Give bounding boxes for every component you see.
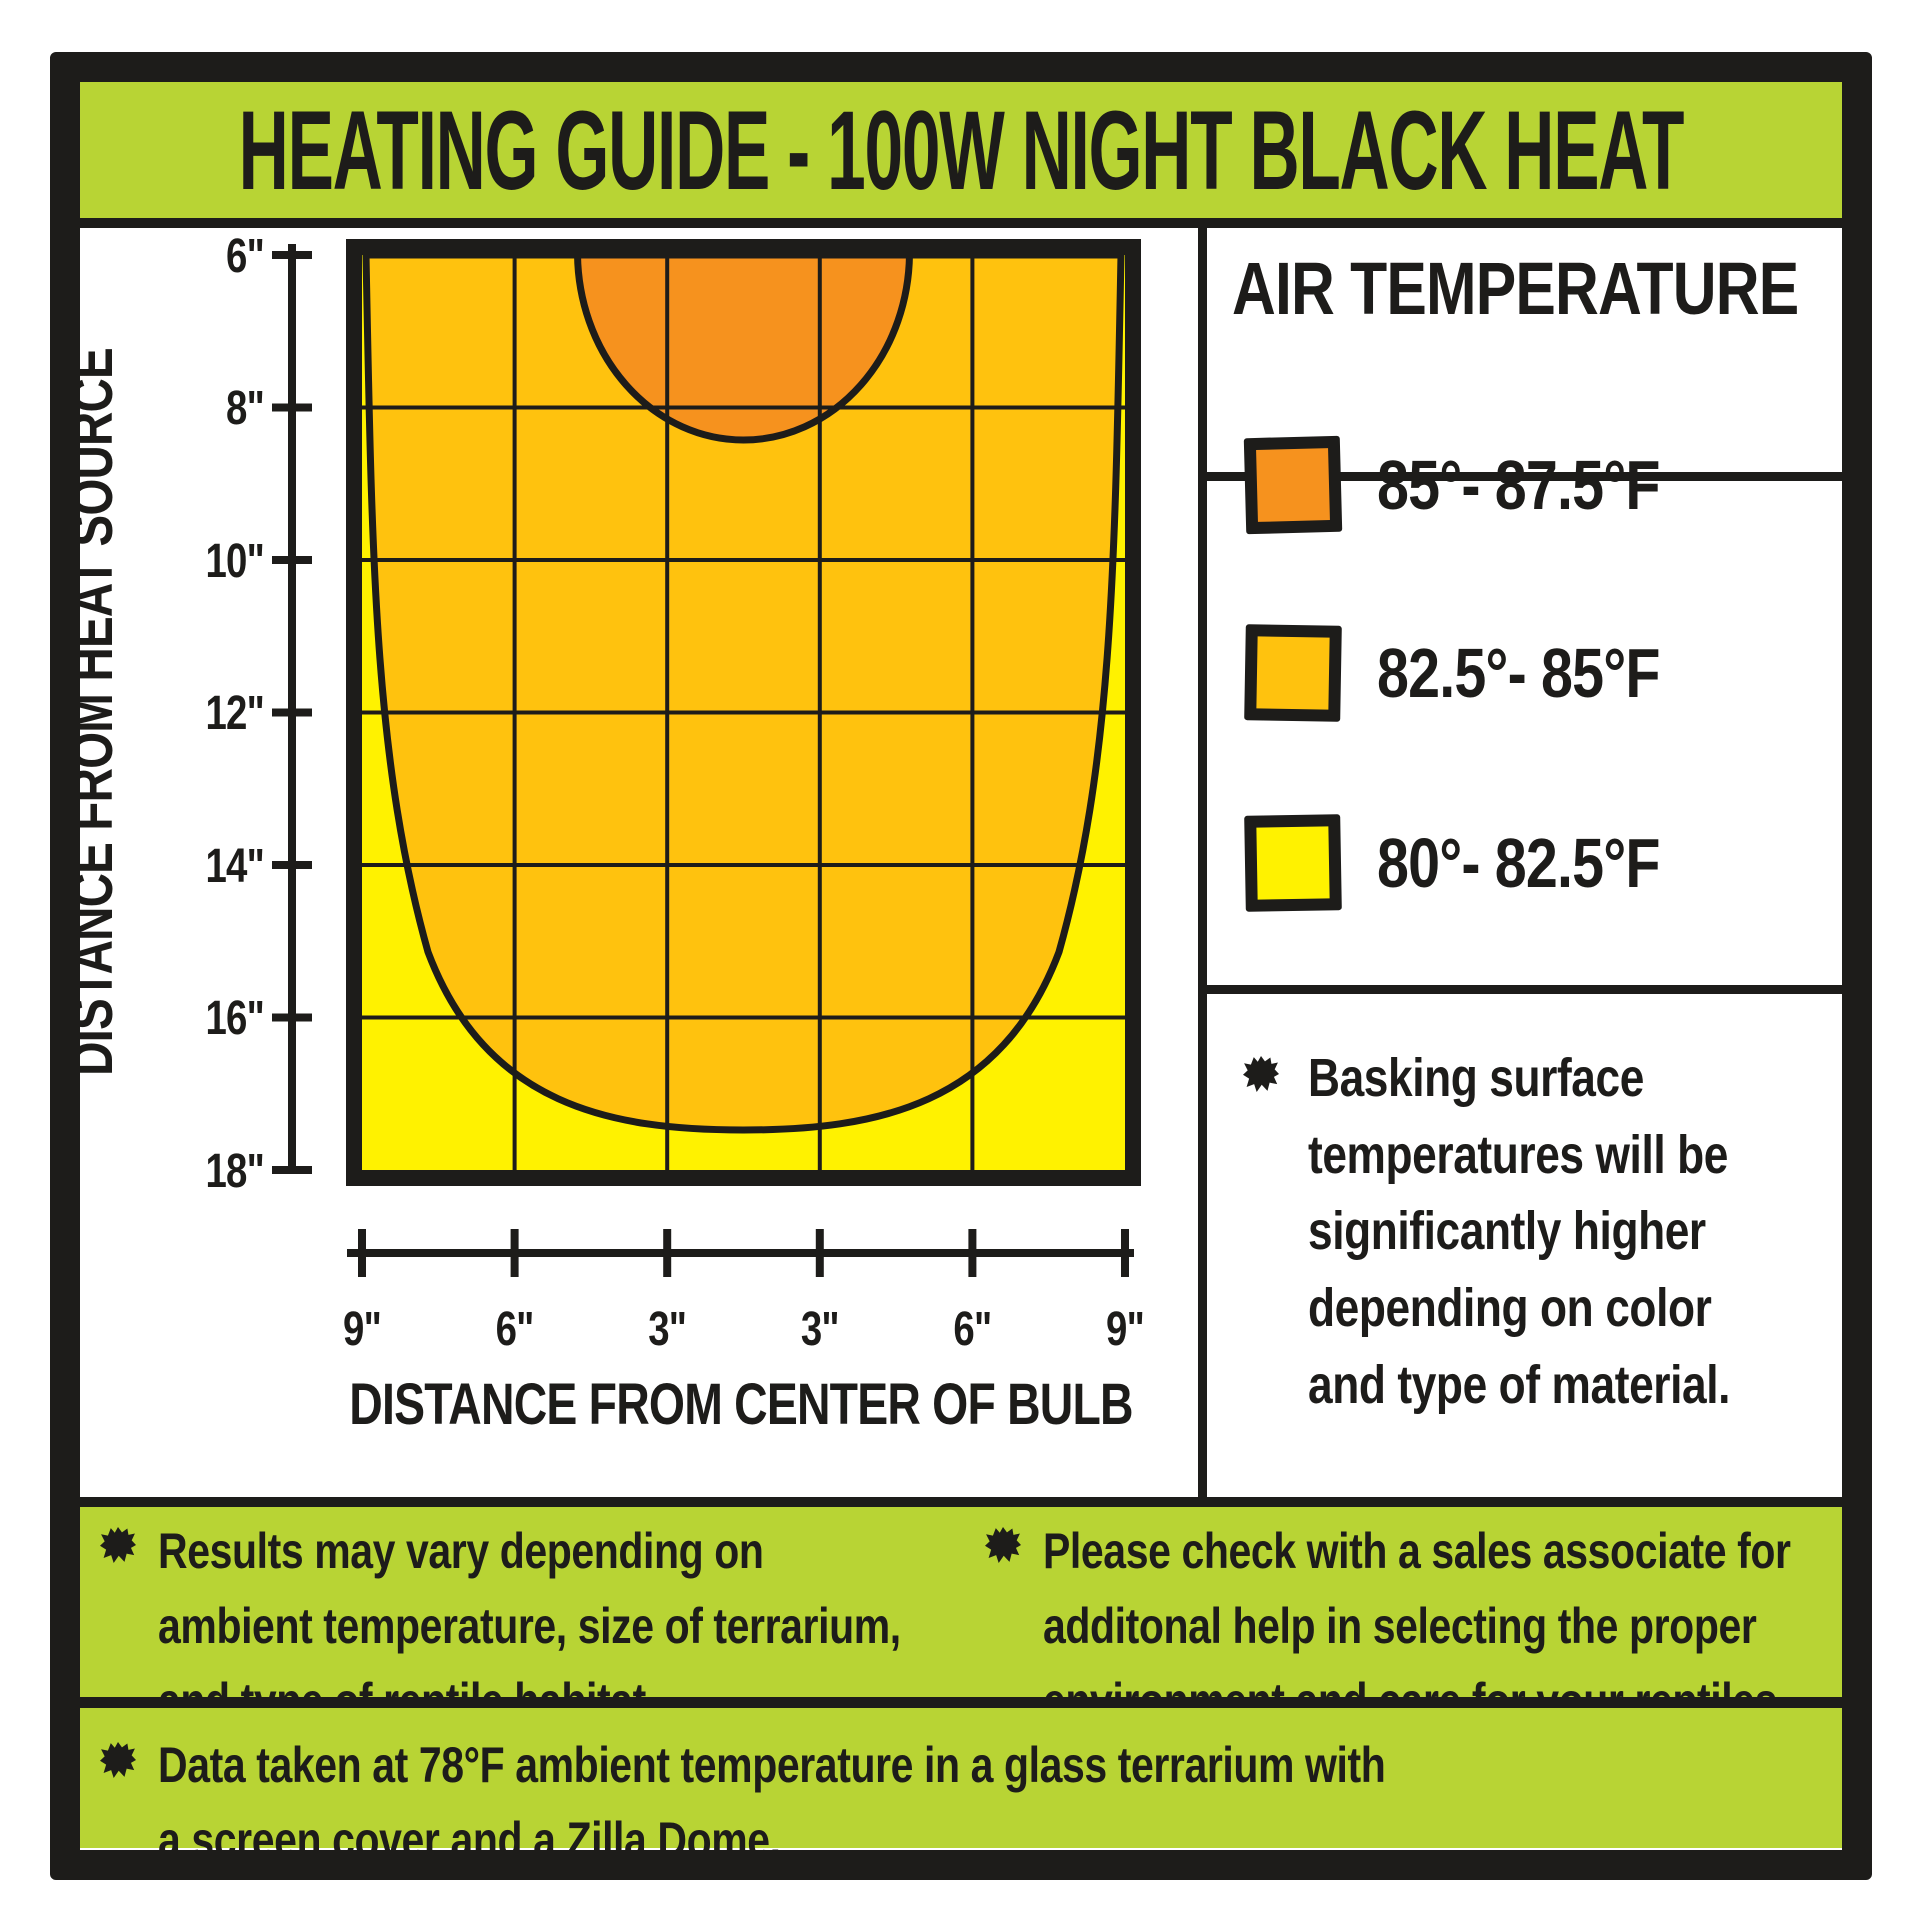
basking-note: Basking surface temperatures will be sig… [1308,1048,1731,1415]
y-tick-label: 6" [226,230,264,283]
legend-title-underline [1206,472,1842,481]
legend-title-text: AIR TEMPERATURE [1232,247,1799,330]
legend-panel-divider [1198,228,1207,1507]
y-axis [272,244,312,1174]
x-tick-label: 3" [648,1303,686,1356]
plot-border [346,239,1141,1186]
x-tick-label: 6" [953,1303,991,1356]
y-tick-label: 8" [226,382,264,435]
grid-lines [362,255,1125,1170]
legend-note-divider [1206,985,1842,994]
outer-frame [50,52,1872,1880]
legend-range-hot: 85°- 87.5°F [1377,446,1660,524]
y-tick-label: 14" [205,840,264,893]
x-axis [347,1229,1134,1277]
zone-gold-outline [362,255,1125,1134]
y-tick-label: 18" [205,1145,264,1198]
legend-range-cool: 80°- 82.5°F [1377,824,1660,902]
y-tick-label: 10" [205,535,264,588]
x-tick-label: 9" [1106,1303,1144,1356]
x-axis-title: DISTANCE FROM CENTER OF BULB [349,1372,1132,1437]
y-tick-label: 12" [205,687,264,740]
footer-bar-bottom [80,1708,1842,1848]
y-tick-label: 16" [205,992,264,1045]
zone-orange-outline [574,255,913,444]
zone-gold [366,255,1121,1130]
footer-bars-divider [80,1697,1842,1708]
legend-item-cool: 80°- 82.5°F [1244,814,1722,912]
legend-item-hot: 85°- 87.5°F [1243,435,1722,535]
zone-orange [577,255,910,440]
legend-range-mid: 82.5°- 85°F [1377,634,1660,712]
title-bar: HEATING GUIDE - 100W NIGHT BLACK HEAT [80,82,1842,228]
x-tick-label: 9" [343,1303,381,1356]
x-tick-label: 6" [496,1303,534,1356]
x-tick-label: 3" [801,1303,839,1356]
legend-title: AIR TEMPERATURE [1232,246,1920,331]
legend-item-mid: 82.5°- 85°F [1244,624,1722,722]
page-title: HEATING GUIDE - 100W NIGHT BLACK HEAT [238,87,1685,213]
footer-bar-top [80,1497,1842,1697]
